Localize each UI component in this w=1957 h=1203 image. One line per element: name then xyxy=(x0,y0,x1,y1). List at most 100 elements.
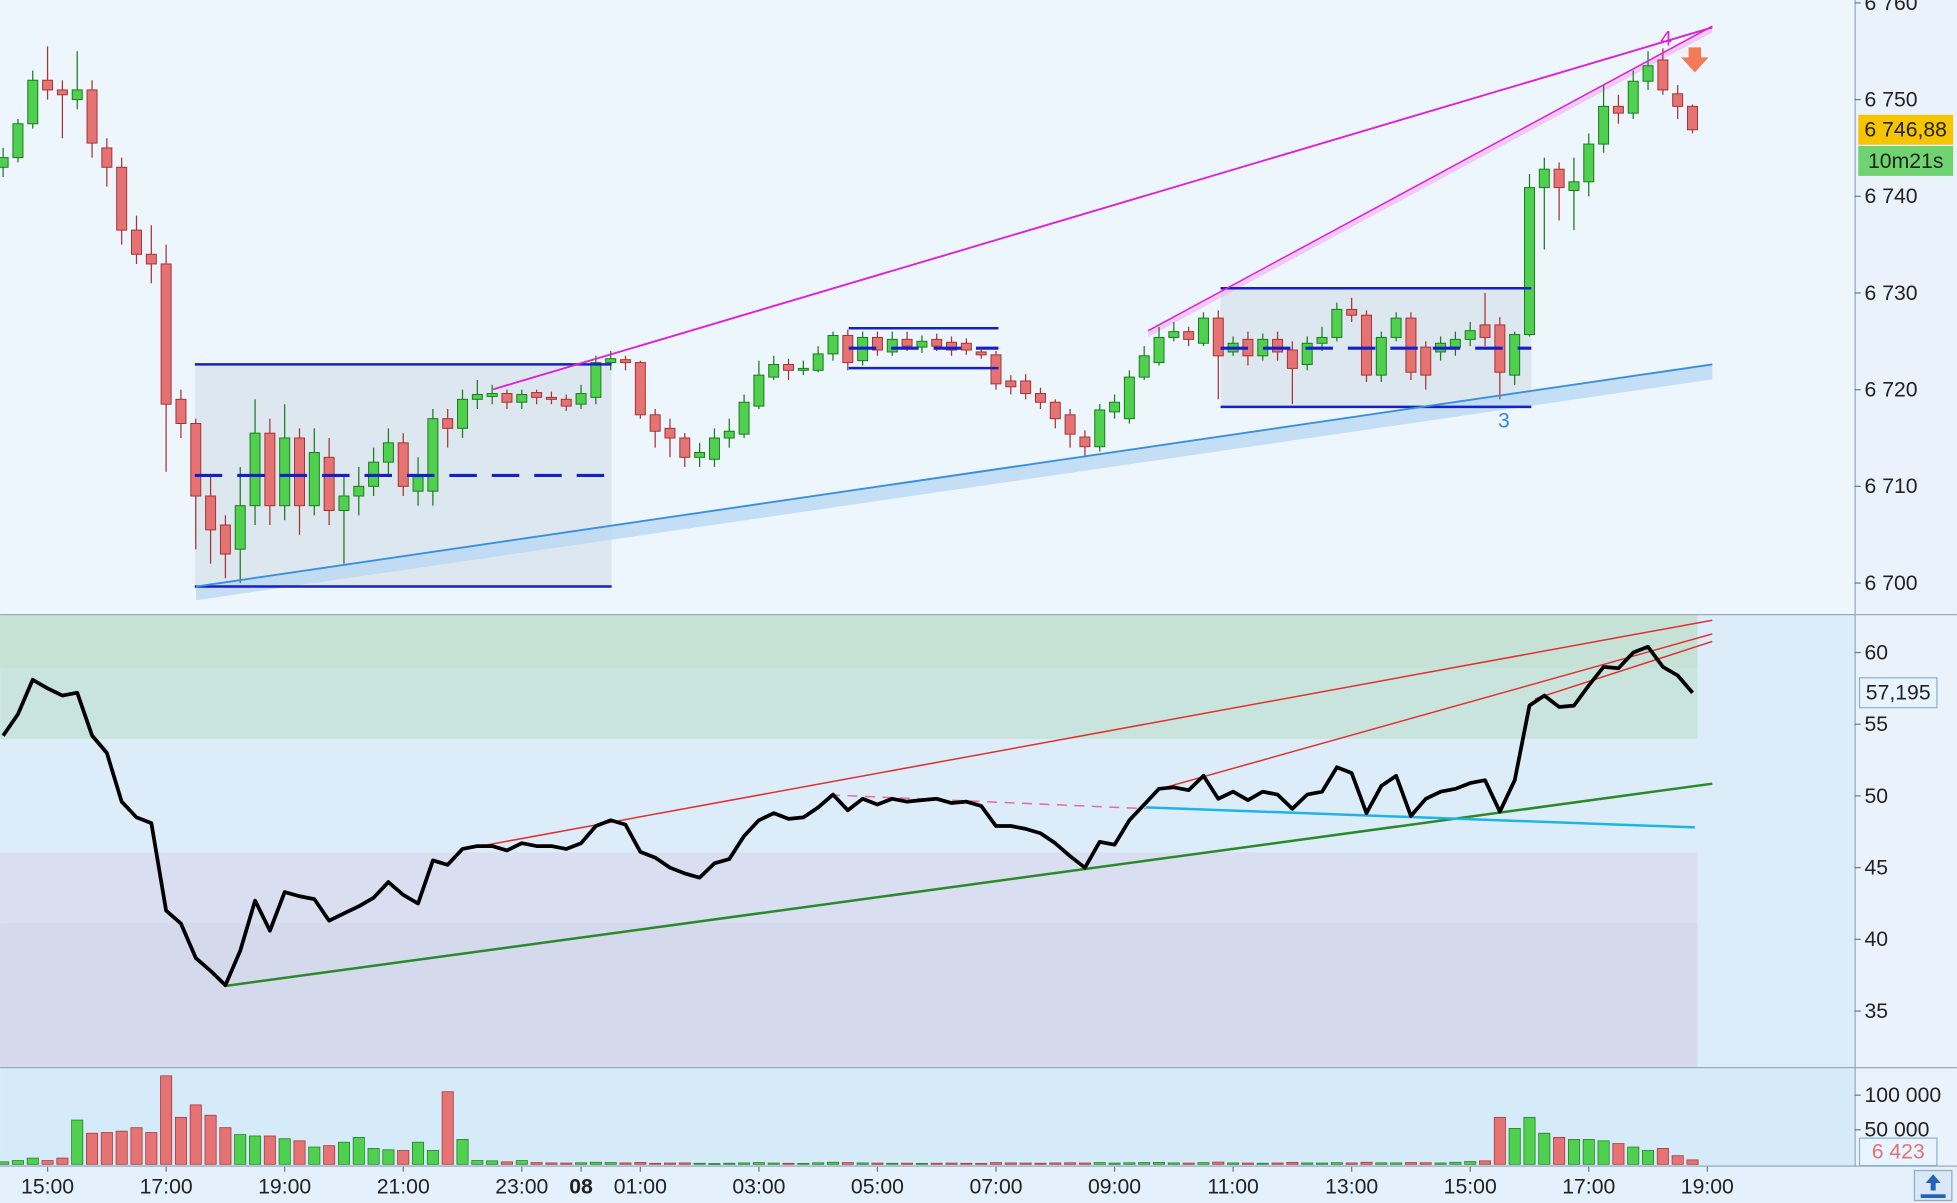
volume xyxy=(0,1075,1699,1165)
candle-body xyxy=(1138,355,1150,378)
volume-bar xyxy=(0,1161,10,1165)
volume-bar xyxy=(649,1162,662,1165)
candle-body xyxy=(738,401,750,435)
volume-bar xyxy=(234,1134,247,1165)
volume-bar xyxy=(782,1162,795,1165)
candle-body xyxy=(946,341,958,351)
rsi-line xyxy=(1,644,1694,988)
candle-body xyxy=(86,89,98,144)
y-tick-label: 50 000 xyxy=(1865,1119,1930,1142)
x-tick-label: 01:00 xyxy=(614,1176,667,1199)
candle-body xyxy=(1642,65,1654,82)
oversold-zone-strong xyxy=(0,923,1698,1067)
candle-body xyxy=(827,335,839,355)
candle-body xyxy=(1687,105,1698,131)
candle-body xyxy=(886,338,898,353)
volume-bar xyxy=(1153,1162,1166,1165)
candle-body xyxy=(1612,105,1624,114)
volume-bar xyxy=(797,1162,810,1165)
volume-bar xyxy=(397,1150,410,1165)
volume-bar xyxy=(219,1127,232,1165)
candle-body xyxy=(42,79,54,91)
candle-body xyxy=(590,362,602,398)
x-tick-label: 21:00 xyxy=(377,1176,430,1199)
volume-bar xyxy=(1019,1162,1032,1165)
candle-body xyxy=(1316,336,1328,344)
y-tick-label: 60 xyxy=(1865,641,1889,664)
candle-body xyxy=(1346,308,1358,316)
countdown: 10m21s xyxy=(1868,150,1943,173)
x-tick-label: 13:00 xyxy=(1325,1176,1378,1199)
volume-bar xyxy=(1493,1116,1506,1165)
candle-body xyxy=(160,263,172,405)
volume-bar xyxy=(382,1149,395,1165)
volume-bar xyxy=(11,1160,24,1165)
candle-body xyxy=(1197,317,1209,344)
volume-bar xyxy=(841,1162,854,1165)
volume-bar xyxy=(827,1161,839,1165)
candle-body xyxy=(338,495,350,512)
candle-body xyxy=(279,437,291,507)
volume-bar xyxy=(204,1114,217,1165)
volume-bar xyxy=(1182,1162,1195,1165)
last-value-box xyxy=(1858,1137,1938,1167)
candle-body xyxy=(190,423,202,497)
candle-body xyxy=(1464,330,1476,340)
trend-line xyxy=(492,26,1713,391)
candle-body xyxy=(901,338,913,347)
candle-body xyxy=(916,340,928,348)
candle-body xyxy=(1627,80,1639,114)
candle-body xyxy=(264,432,276,507)
y-tick-label: 50 xyxy=(1865,785,1889,808)
x-tick-label: 17:00 xyxy=(1562,1176,1615,1199)
candle-body xyxy=(205,495,217,531)
candle-body xyxy=(457,398,469,429)
volume-bar xyxy=(130,1127,143,1165)
volume-bar xyxy=(1464,1161,1477,1165)
countdown-box xyxy=(1858,145,1954,176)
candle-body xyxy=(531,392,543,398)
rsi-trend-line xyxy=(829,794,1146,810)
x-tick-label: 07:00 xyxy=(969,1176,1022,1199)
volume-bar xyxy=(1627,1146,1640,1165)
candle-body xyxy=(471,393,483,400)
volume-bar xyxy=(352,1136,365,1165)
volume-bar xyxy=(1271,1162,1284,1165)
volume-bar xyxy=(945,1162,958,1165)
overbought-zone-strong xyxy=(0,615,1698,668)
candle-body xyxy=(131,229,142,255)
candle-body xyxy=(1523,187,1535,336)
volume-bar xyxy=(337,1141,350,1165)
export-button[interactable] xyxy=(1913,1169,1953,1202)
candle-body xyxy=(1064,414,1076,435)
candle-body xyxy=(1005,380,1017,388)
y-tick-label: 45 xyxy=(1865,856,1889,879)
volume-bar xyxy=(1301,1162,1314,1165)
volume-bar xyxy=(56,1157,69,1165)
volume-bar xyxy=(1419,1162,1432,1165)
volume-bar xyxy=(308,1146,321,1165)
volume-bar xyxy=(604,1162,617,1165)
candle-body xyxy=(931,338,943,347)
volume-bar xyxy=(1004,1162,1017,1165)
volume-bar xyxy=(1612,1143,1625,1165)
volume-bar xyxy=(1316,1162,1329,1165)
volume-bar xyxy=(160,1075,173,1165)
candle-body xyxy=(397,442,409,487)
axes: 6 700 6 710 6 720 6 730 6 740 6 750 6 760 6 746… xyxy=(21,0,1954,1199)
candle-body xyxy=(175,398,187,424)
candle-body xyxy=(1109,401,1121,413)
candle-body xyxy=(797,367,809,371)
candle-body xyxy=(605,358,617,364)
volume-bar xyxy=(263,1135,276,1165)
candle-body xyxy=(56,89,68,96)
volume-bar xyxy=(1642,1150,1655,1165)
volume-bar xyxy=(1390,1162,1403,1165)
x-tick-label: 19:00 xyxy=(1681,1176,1734,1199)
volume-bar xyxy=(886,1162,899,1165)
candle-body xyxy=(1301,342,1313,366)
rsi xyxy=(1,644,1694,988)
volume-bar xyxy=(545,1162,558,1165)
volume-bar xyxy=(1479,1160,1492,1165)
trend-line xyxy=(195,363,1713,588)
